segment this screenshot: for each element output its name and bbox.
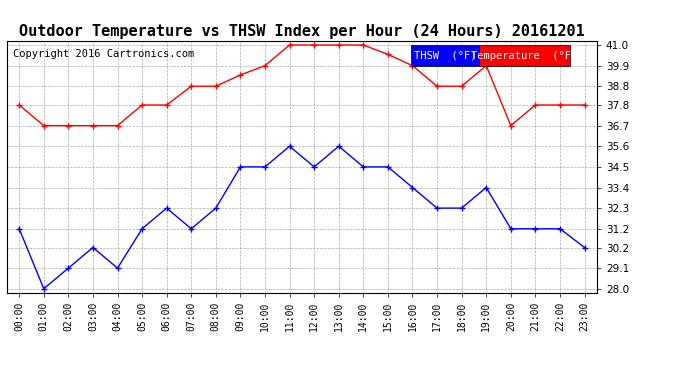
Text: THSW  (°F): THSW (°F) [414,51,476,61]
FancyBboxPatch shape [411,45,479,66]
FancyBboxPatch shape [479,45,571,66]
Text: Copyright 2016 Cartronics.com: Copyright 2016 Cartronics.com [13,49,194,59]
Title: Outdoor Temperature vs THSW Index per Hour (24 Hours) 20161201: Outdoor Temperature vs THSW Index per Ho… [19,24,584,39]
Text: Temperature  (°F): Temperature (°F) [471,51,578,61]
